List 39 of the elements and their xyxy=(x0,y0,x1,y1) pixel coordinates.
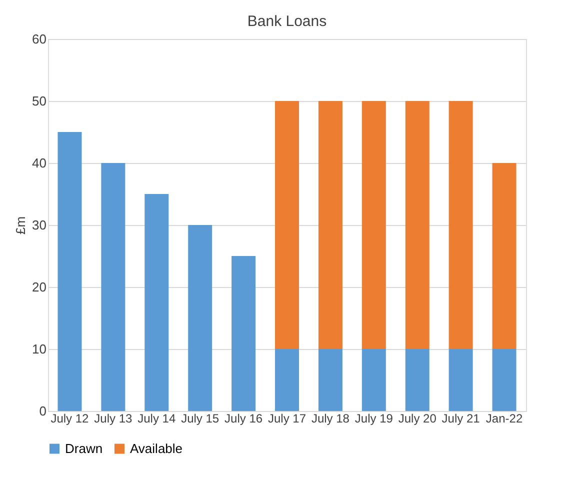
y-tick-label: 50 xyxy=(32,94,46,108)
bar xyxy=(318,349,342,411)
x-tick-label: Jan-22 xyxy=(486,412,523,426)
y-axis-title: £m xyxy=(13,216,28,235)
bar xyxy=(188,225,212,411)
bar xyxy=(405,101,430,349)
y-tick-label: 40 xyxy=(32,156,46,170)
legend-label: Available xyxy=(130,440,183,456)
x-tick-label: July 16 xyxy=(224,412,263,426)
x-tick-label: July 17 xyxy=(268,412,306,426)
y-tick-label: 60 xyxy=(32,32,46,46)
y-tick-label: 30 xyxy=(32,218,46,232)
y-tick-label: 0 xyxy=(39,404,46,418)
x-tick-label: July 18 xyxy=(311,412,350,426)
bar xyxy=(362,349,386,411)
bar xyxy=(492,163,516,349)
bar xyxy=(232,256,256,411)
bar xyxy=(448,101,473,349)
bar xyxy=(58,132,82,411)
x-tick-label: July 15 xyxy=(181,412,220,426)
bar xyxy=(492,349,516,411)
bar xyxy=(318,101,342,349)
bar xyxy=(405,349,430,411)
chart-title: Bank Loans xyxy=(247,13,327,30)
bar xyxy=(101,163,126,411)
y-tick-label: 10 xyxy=(32,342,46,356)
bar xyxy=(448,349,473,411)
x-tick-label: July 19 xyxy=(354,412,394,426)
x-tick-label: July 13 xyxy=(94,412,133,426)
x-tick-label: July 14 xyxy=(138,412,176,426)
legend-label: Drawn xyxy=(65,440,103,456)
y-tick-label: 20 xyxy=(32,280,46,294)
x-tick-label: July 21 xyxy=(442,412,480,426)
bar xyxy=(275,101,299,349)
bar xyxy=(275,349,299,411)
x-tick-label: July 20 xyxy=(398,412,437,426)
x-tick-label: July 12 xyxy=(50,412,90,426)
bar xyxy=(144,194,169,411)
bar xyxy=(362,101,386,349)
